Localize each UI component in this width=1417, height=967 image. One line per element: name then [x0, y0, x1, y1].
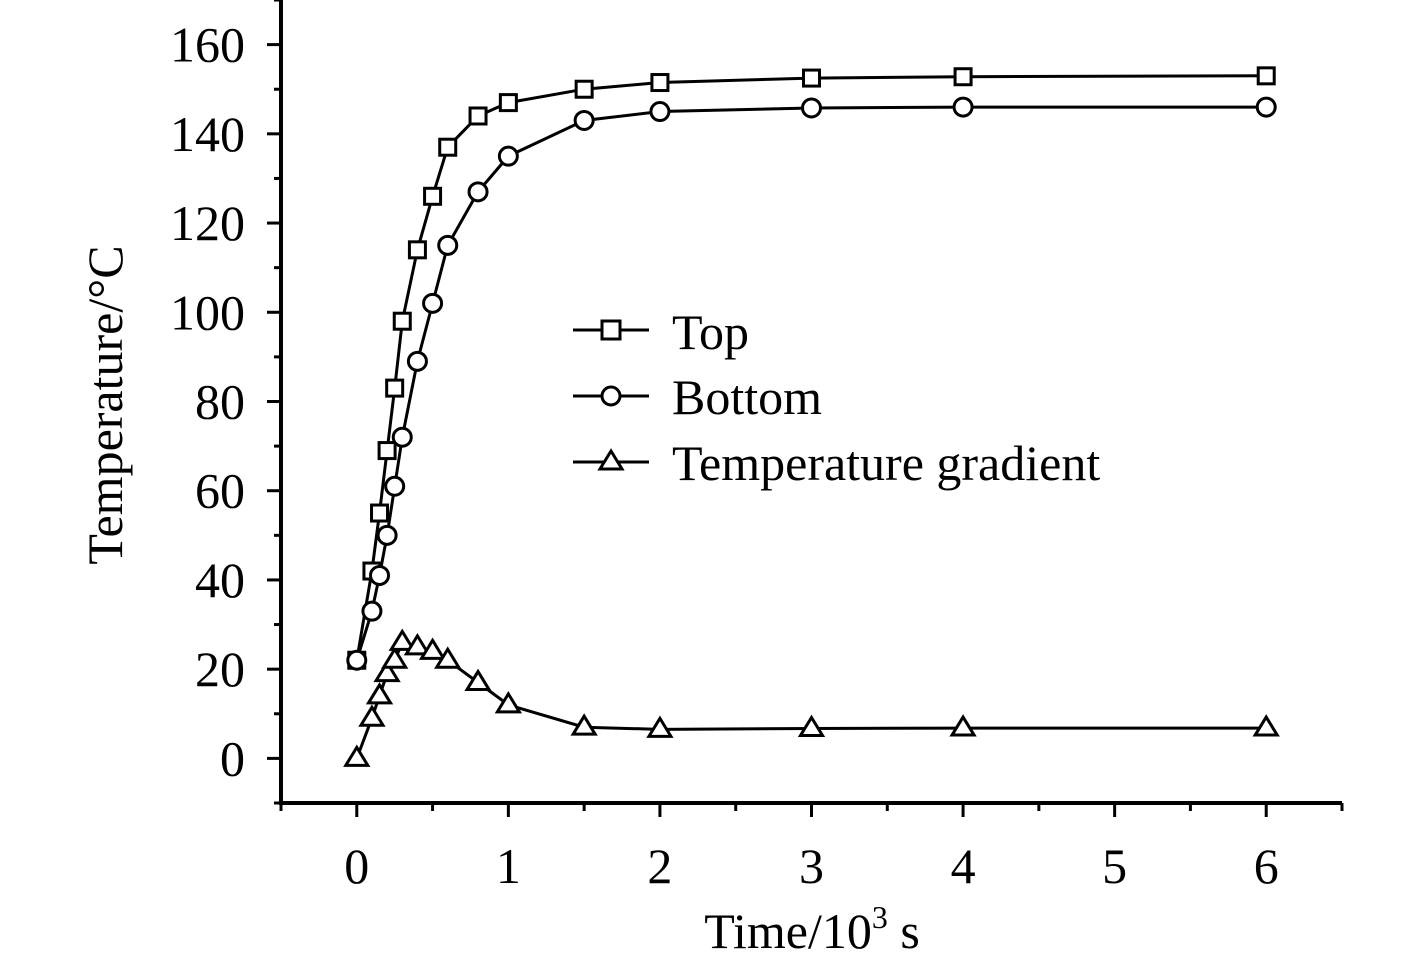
data-point-square: [438, 137, 458, 157]
x-axis-title: Time/103 s: [704, 899, 920, 959]
y-tick-label: 40: [195, 552, 245, 608]
data-point-triangle: [418, 637, 447, 660]
legend-marker-circle: [600, 385, 622, 407]
x-axis-title-suffix: s: [888, 903, 920, 959]
series-top: [347, 66, 1276, 670]
y-tick-label: 80: [195, 374, 245, 430]
legend-marker-square: [600, 319, 622, 341]
data-point-triangle: [403, 632, 432, 656]
data-point-circle: [406, 350, 428, 372]
legend-label-bottom: Bottom: [672, 369, 822, 425]
data-point-square: [953, 67, 973, 87]
data-point-square: [802, 68, 821, 88]
data-point-triangle: [365, 682, 394, 705]
series-bottom: [346, 96, 1277, 671]
legend-marker-triangle: [597, 448, 625, 471]
x-tick-label: 0: [344, 838, 369, 894]
y-tick-label: 60: [195, 463, 245, 519]
data-point-circle: [801, 97, 822, 119]
legend-item-bottom: Bottom: [573, 369, 822, 425]
data-point-circle: [422, 292, 444, 314]
data-point-circle: [376, 524, 398, 546]
data-point-triangle: [434, 646, 462, 669]
data-point-triangle: [494, 690, 523, 714]
data-point-circle: [437, 234, 459, 256]
legend-item-temperature-gradient: Temperature gradient: [573, 435, 1100, 491]
series-line-top: [355, 74, 1267, 661]
data-point-circle: [369, 564, 391, 586]
data-point-circle: [497, 145, 519, 167]
series-line-bottom: [355, 105, 1267, 661]
legend: Top Bottom Temperature gradient: [573, 304, 1100, 491]
data-point-circle: [391, 426, 413, 448]
legend-item-top: Top: [573, 304, 749, 360]
y-tick-label: 0: [220, 730, 245, 786]
data-point-triangle: [388, 628, 416, 651]
data-point-square: [370, 503, 390, 523]
data-point-circle: [467, 181, 489, 203]
data-point-triangle: [358, 704, 386, 727]
data-point-triangle: [570, 713, 598, 736]
x-tick-label: 3: [799, 838, 824, 894]
data-point-square: [574, 79, 594, 99]
y-tick-label: 140: [170, 106, 245, 162]
data-point-square: [423, 186, 443, 206]
series-line-temperature-gradient: [355, 640, 1267, 759]
data-point-square: [468, 106, 488, 126]
data-point-triangle: [464, 668, 492, 692]
data-point-square: [498, 93, 518, 113]
x-axis-title-superscript: 3: [872, 899, 888, 935]
data-point-circle: [649, 101, 671, 123]
y-tick-label: 20: [195, 641, 245, 697]
data-point-triangle: [949, 714, 977, 737]
data-point-circle: [384, 475, 406, 497]
x-tick-label: 4: [951, 838, 976, 894]
data-point-square: [1256, 66, 1276, 86]
data-point-triangle: [1252, 714, 1280, 737]
data-point-circle: [952, 96, 974, 118]
axis-ticks: 0 20 40 60 80 100 120 140 160 0 1 2 3 4 5 6: [170, 0, 1344, 894]
data-point-square: [407, 240, 427, 260]
legend-label-temperature-gradient: Temperature gradient: [672, 435, 1100, 491]
data-point-triangle: [343, 744, 371, 767]
data-point-square: [392, 311, 412, 331]
data-point-triangle: [646, 715, 674, 738]
data-series: [343, 66, 1280, 767]
data-point-triangle: [381, 646, 409, 669]
x-axis-title-base: Time/10: [704, 903, 872, 959]
y-axis-title: Temperature/°C: [77, 245, 133, 564]
x-tick-label: 5: [1102, 838, 1127, 894]
data-point-circle: [1255, 96, 1277, 118]
data-point-square: [377, 441, 397, 461]
legend-label-top: Top: [672, 304, 749, 360]
data-point-circle: [573, 109, 595, 131]
data-point-square: [385, 378, 405, 398]
x-tick-label: 1: [496, 838, 521, 894]
x-tick-label: 6: [1254, 838, 1279, 894]
y-tick-label: 120: [170, 195, 245, 251]
data-point-square: [650, 73, 670, 93]
y-tick-label: 160: [170, 17, 245, 73]
y-tick-label: 100: [170, 284, 245, 340]
series-temperature-gradient: [343, 628, 1280, 767]
data-point-triangle: [373, 659, 401, 683]
data-point-triangle: [797, 714, 826, 737]
data-point-circle: [346, 649, 368, 671]
data-point-circle: [361, 600, 383, 622]
x-tick-label: 2: [647, 838, 672, 894]
